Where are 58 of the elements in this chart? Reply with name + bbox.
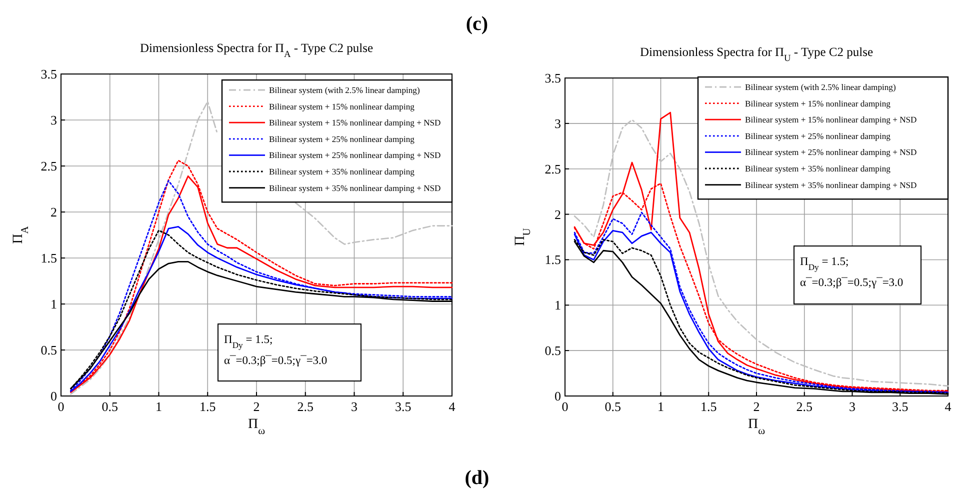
y-tick-label: 1 — [554, 298, 561, 313]
y-tick-label: 0 — [554, 388, 561, 404]
legend-label: Bilinear system + 35% nonlinear damping — [745, 164, 892, 174]
y-tick-label: 0 — [50, 388, 57, 404]
y-tick-label: 3 — [554, 116, 561, 131]
x-tick-label: 2.5 — [796, 399, 812, 414]
x-tick-label: 3.5 — [892, 399, 908, 414]
y-tick-label: 3 — [50, 112, 57, 128]
legend-label: Bilinear system + 15% nonlinear damping + NSD — [745, 114, 917, 125]
legend-label: Bilinear system + 25% nonlinear damping + NSD — [269, 150, 441, 160]
text: (d) — [464, 467, 490, 489]
legend-label: Bilinear system (with 2.5% linear damping) — [269, 85, 420, 95]
legend-label: Bilinear system + 15% nonlinear damping + NSD — [269, 118, 441, 128]
x-tick-label: 4 — [448, 399, 456, 414]
y-tick-label: 2.5 — [544, 161, 561, 176]
legend-label: Bilinear system + 35% nonlinear damping + NSD — [269, 182, 441, 193]
x-axis-title: Π$_{ω}$ — [748, 417, 766, 436]
x-tick-label: 3 — [849, 399, 856, 414]
y-tick-label: 2 — [50, 204, 57, 220]
legend-label: Bilinear system + 35% nonlinear damping — [269, 166, 416, 176]
x-tick-label: 2.5 — [297, 399, 314, 414]
x-tick-label: 0.5 — [604, 399, 621, 414]
x-tick-label: 1 — [658, 399, 664, 414]
x-tick-label: 2 — [253, 399, 260, 414]
y-tick-label: 1.5 — [544, 252, 561, 268]
annotation: α¯=0.3;β¯=0.5;γ¯=3.0 — [800, 277, 904, 289]
y-tick-label: 1.5 — [40, 250, 57, 266]
text: (c) — [466, 13, 488, 35]
x-tick-label: 3 — [351, 399, 358, 414]
text-box: Π$_{Dy}$ = 1.5; α¯=0.3;β¯=0.5;γ¯=3.0 — [794, 246, 922, 304]
legend-label: Bilinear system + 25% nonlinear damping — [745, 130, 892, 141]
legend-label: Bilinear system + 35% nonlinear damping + NSD — [745, 180, 917, 190]
y-tick-label: 2 — [554, 206, 561, 222]
legend-label: Bilinear system + 25% nonlinear damping + NSD — [745, 147, 917, 158]
x-tick-label: 1.5 — [700, 399, 717, 414]
x-tick-label: 1.5 — [200, 399, 216, 414]
y-tick-label: 3.5 — [544, 70, 561, 86]
annotation: α¯=0.3;β¯=0.5;γ¯=3.0 — [224, 355, 328, 367]
x-tick-label: 3.5 — [395, 399, 412, 414]
text-box: Π$_{Dy}$ = 1.5; α¯=0.3;β¯=0.5;γ¯=3.0 — [218, 324, 362, 382]
y-tick-label: 2.5 — [40, 158, 57, 174]
x-tick-label: 2 — [753, 399, 760, 414]
legend-label: Bilinear system + 15% nonlinear damping — [745, 98, 892, 108]
y-tick-label: 0.5 — [544, 343, 561, 358]
x-axis-title: Π$_{ω}$ — [248, 417, 266, 436]
x-tick-label: 0.5 — [102, 399, 118, 414]
y-tick-label: 0.5 — [40, 342, 57, 358]
annotation: Π$_{Dy}$ = 1.5; — [224, 334, 273, 350]
legend-label: Bilinear system + 15% nonlinear damping — [269, 101, 416, 112]
x-tick-label: 1 — [156, 399, 162, 414]
chart-title: Dimensionless Spectra for Π$_{U}$ - Type C2 pulse — [640, 45, 874, 64]
legend-label: Bilinear system (with 2.5% linear damping) — [745, 82, 896, 92]
chart-title: Dimensionless Spectra for Π$_{A}$ - Type C2 pulse — [140, 41, 374, 60]
y-tick-label: 1 — [50, 296, 57, 312]
annotation: Π$_{Dy}$ = 1.5; — [800, 256, 849, 272]
x-tick-label: 4 — [944, 399, 952, 414]
legend-label: Bilinear system + 25% nonlinear damping — [269, 134, 416, 144]
y-tick-label: 3.5 — [40, 66, 57, 82]
